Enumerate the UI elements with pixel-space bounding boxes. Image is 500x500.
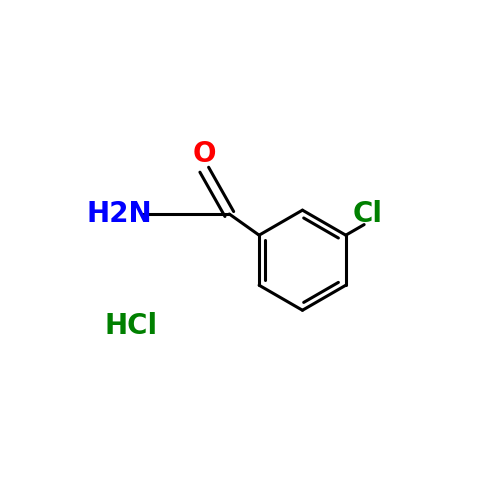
Text: HCl: HCl (104, 312, 158, 340)
Text: H2N: H2N (87, 200, 152, 228)
Text: Cl: Cl (353, 200, 383, 228)
Text: O: O (192, 140, 216, 168)
